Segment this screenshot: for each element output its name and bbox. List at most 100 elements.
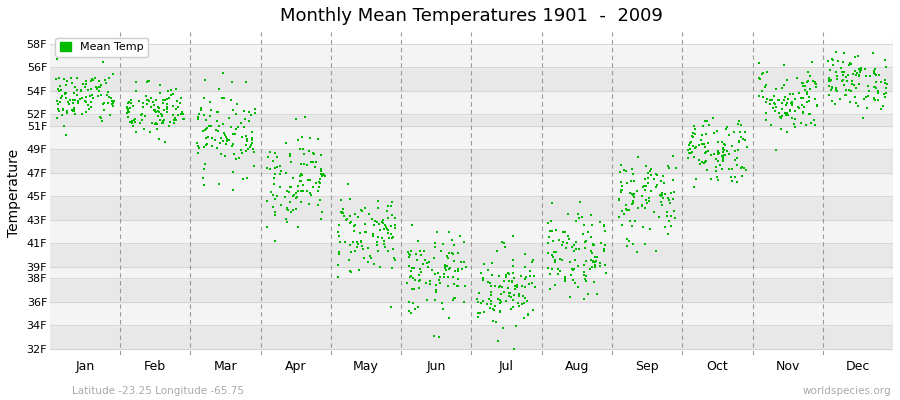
- Point: [655, 190, 670, 196]
- Point: [104, 94, 118, 101]
- Point: [641, 170, 655, 176]
- Point: [823, 78, 837, 84]
- Point: [764, 97, 778, 103]
- Point: [293, 173, 308, 179]
- Point: [771, 97, 786, 103]
- Point: [878, 57, 893, 64]
- Point: [522, 281, 536, 287]
- Point: [445, 250, 459, 256]
- Point: [507, 346, 521, 352]
- Point: [238, 116, 252, 123]
- Point: [650, 172, 664, 178]
- Point: [571, 284, 585, 290]
- Point: [57, 123, 71, 129]
- Point: [382, 203, 396, 209]
- Point: [701, 140, 716, 146]
- Point: [230, 124, 245, 130]
- Point: [373, 227, 387, 234]
- Point: [355, 208, 369, 214]
- Point: [547, 256, 562, 263]
- Point: [852, 66, 867, 72]
- Point: [267, 238, 282, 244]
- Point: [296, 188, 310, 194]
- Point: [66, 97, 80, 103]
- Point: [683, 150, 698, 156]
- Point: [626, 191, 641, 197]
- Point: [505, 278, 519, 285]
- Point: [773, 114, 788, 120]
- Point: [242, 118, 256, 125]
- Point: [544, 266, 559, 272]
- Point: [640, 200, 654, 206]
- Point: [637, 187, 652, 193]
- Point: [266, 204, 280, 210]
- Point: [58, 94, 73, 101]
- Point: [636, 224, 651, 230]
- Point: [687, 184, 701, 190]
- Point: [80, 87, 94, 94]
- Point: [662, 194, 676, 201]
- Point: [626, 171, 640, 178]
- Point: [55, 93, 69, 100]
- Point: [711, 150, 725, 156]
- Point: [861, 82, 876, 89]
- Point: [578, 276, 592, 282]
- Point: [482, 296, 496, 302]
- Point: [698, 141, 712, 148]
- Point: [416, 261, 430, 268]
- Point: [839, 92, 853, 98]
- Point: [99, 92, 113, 98]
- Point: [708, 164, 723, 170]
- Legend: Mean Temp: Mean Temp: [56, 38, 148, 57]
- Point: [348, 222, 363, 228]
- Point: [157, 118, 171, 124]
- Point: [569, 218, 583, 224]
- Point: [286, 175, 301, 181]
- Point: [79, 94, 94, 100]
- Point: [800, 90, 814, 97]
- Point: [143, 129, 157, 135]
- Point: [370, 219, 384, 226]
- Point: [698, 130, 713, 137]
- Point: [64, 75, 78, 81]
- Point: [196, 175, 211, 182]
- Point: [197, 161, 211, 167]
- Point: [484, 283, 499, 289]
- Point: [348, 248, 363, 254]
- Point: [432, 277, 446, 283]
- Point: [284, 159, 298, 165]
- Point: [85, 104, 99, 110]
- Point: [788, 121, 802, 127]
- Point: [615, 187, 629, 193]
- Point: [400, 248, 415, 255]
- Point: [56, 106, 70, 112]
- Point: [717, 152, 732, 158]
- Point: [616, 222, 630, 228]
- Point: [451, 268, 465, 274]
- Point: [506, 296, 520, 303]
- Point: [523, 268, 537, 274]
- Point: [428, 296, 443, 303]
- Point: [433, 274, 447, 281]
- Point: [104, 100, 119, 107]
- Point: [157, 106, 171, 113]
- Point: [442, 249, 456, 256]
- Point: [244, 142, 258, 148]
- Point: [155, 112, 169, 118]
- Point: [546, 238, 561, 244]
- Point: [779, 102, 794, 108]
- Point: [572, 199, 587, 206]
- Point: [411, 284, 426, 291]
- Point: [618, 168, 633, 174]
- Point: [403, 273, 418, 280]
- Point: [562, 293, 577, 300]
- Point: [756, 70, 770, 76]
- Point: [122, 99, 136, 105]
- Point: [637, 183, 652, 190]
- Point: [264, 189, 278, 195]
- Point: [191, 143, 205, 149]
- Point: [716, 145, 731, 151]
- Point: [78, 81, 93, 87]
- Point: [805, 58, 819, 65]
- Point: [597, 246, 611, 252]
